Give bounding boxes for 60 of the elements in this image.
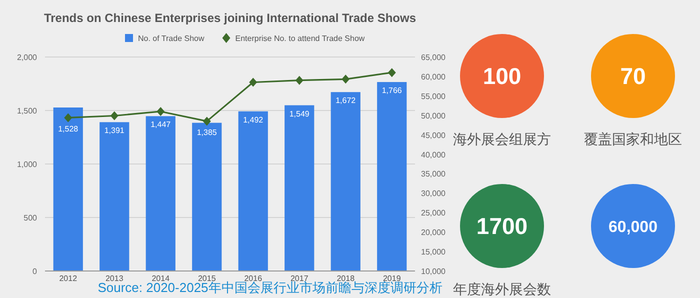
y2-tick-label: 10,000	[421, 267, 446, 276]
y-tick-label: 1,000	[16, 160, 38, 169]
y2-tick-label: 60,000	[421, 72, 446, 82]
x-tick-label: 2018	[336, 274, 356, 283]
bar	[377, 82, 407, 271]
bar	[330, 92, 360, 271]
x-tick-label: 2015	[198, 274, 216, 283]
bar	[284, 105, 314, 271]
data-label: 1,391	[104, 126, 125, 136]
text: 1700	[476, 213, 528, 239]
point	[156, 106, 165, 116]
point	[64, 113, 72, 122]
y2-tick-label: 65,000	[421, 53, 446, 62]
y2-tick-label: 45,000	[421, 130, 446, 140]
point	[110, 111, 118, 120]
x-tick-label: 2012	[59, 274, 78, 283]
y2-tick-label: 30,000	[421, 189, 446, 198]
x-tick-label: 2016	[244, 274, 263, 283]
data-label: 1,672	[336, 96, 356, 106]
point	[249, 78, 258, 87]
point	[342, 74, 350, 84]
data-label: 1,385	[196, 128, 218, 138]
x-tick-label: 2013	[105, 274, 124, 283]
data-label: 1,447	[150, 120, 172, 130]
text: 60,000	[608, 219, 658, 236]
y-tick-label: 2,000	[16, 53, 38, 62]
chart-title: Trends on Chinese Enterprises joining International Trade Shows	[44, 11, 416, 25]
text: 年度海外展会数	[453, 282, 551, 298]
data-label: 1,492	[243, 115, 264, 124]
bar	[192, 122, 222, 271]
legend-label: Enterprise No. to attend Trade Show	[235, 34, 365, 43]
point	[295, 76, 304, 85]
text: 覆盖国家和地区	[584, 132, 682, 148]
y-tick-label: 1,500	[16, 106, 38, 116]
bar	[146, 116, 176, 271]
point	[388, 68, 396, 78]
data-label: 1,549	[289, 109, 310, 118]
data-label: 1,528	[58, 124, 79, 134]
text: 70	[620, 63, 646, 89]
y-tick-label: 0	[32, 267, 38, 276]
text: 海外展会组展方	[453, 132, 551, 148]
y2-tick-label: 50,000	[421, 111, 446, 120]
source-note: Source: 2020-2025年中国会展行业市场前瞻与深度调研分析	[98, 280, 442, 295]
legend-label: No. of Trade Show	[138, 34, 204, 43]
bar	[100, 122, 130, 271]
text: 100	[482, 63, 522, 89]
y2-tick-label: 15,000	[421, 248, 446, 257]
bar	[238, 111, 268, 271]
x-tick-label: 2014	[152, 274, 170, 283]
y2-tick-label: 55,000	[421, 92, 446, 101]
y2-tick-label: 40,000	[421, 150, 446, 160]
x-tick-label: 2019	[382, 274, 402, 283]
point	[202, 116, 211, 126]
y2-tick-label: 35,000	[421, 170, 446, 179]
y-tick-label: 500	[24, 214, 38, 222]
y2-tick-label: 25,000	[421, 208, 446, 218]
bar	[53, 108, 83, 271]
x-tick-label: 2017	[290, 274, 309, 283]
data-label: 1,766	[382, 86, 402, 96]
y2-tick-label: 20,000	[421, 228, 446, 238]
